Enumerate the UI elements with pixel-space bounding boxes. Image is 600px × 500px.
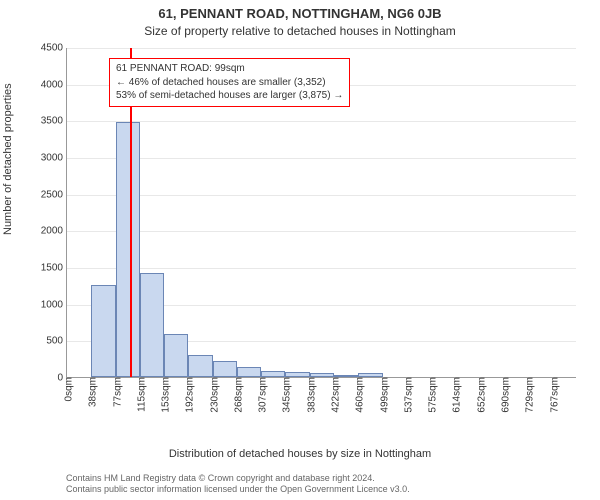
histogram-bar <box>213 361 237 377</box>
x-tick-label: 422sqm <box>327 377 342 413</box>
y-tick-label: 2500 <box>41 189 67 200</box>
x-tick-label: 192sqm <box>181 377 196 413</box>
y-tick-label: 4000 <box>41 79 67 90</box>
histogram-bar <box>140 273 164 377</box>
y-axis-label: Number of detached properties <box>2 83 14 235</box>
x-tick-label: 767sqm <box>545 377 560 413</box>
y-tick-label: 2000 <box>41 226 67 237</box>
histogram-bar <box>116 122 140 377</box>
footer-attribution: Contains HM Land Registry data © Crown c… <box>66 473 410 496</box>
x-axis-label: Distribution of detached houses by size … <box>0 448 600 460</box>
callout-box: 61 PENNANT ROAD: 99sqm ← 46% of detached… <box>109 58 350 107</box>
x-tick-label: 460sqm <box>351 377 366 413</box>
y-tick-label: 500 <box>46 336 67 347</box>
footer-line-2: Contains public sector information licen… <box>66 484 410 496</box>
x-tick-label: 690sqm <box>496 377 511 413</box>
x-tick-label: 115sqm <box>132 377 147 412</box>
callout-line-3: 53% of semi-detached houses are larger (… <box>116 89 343 103</box>
x-tick-label: 38sqm <box>84 377 99 407</box>
x-tick-label: 268sqm <box>229 377 244 413</box>
x-tick-label: 537sqm <box>399 377 414 413</box>
x-tick-label: 307sqm <box>254 377 269 413</box>
histogram-bar <box>164 334 188 377</box>
y-tick-label: 1500 <box>41 263 67 274</box>
page-subtitle: Size of property relative to detached ho… <box>0 24 600 38</box>
x-tick-label: 77sqm <box>108 377 123 407</box>
x-tick-label: 575sqm <box>424 377 439 413</box>
y-tick-label: 3500 <box>41 116 67 127</box>
histogram-bar <box>188 355 212 377</box>
histogram-bar <box>237 367 261 377</box>
y-tick-label: 4500 <box>41 43 67 54</box>
y-tick-label: 1000 <box>41 299 67 310</box>
x-tick-label: 230sqm <box>205 377 220 413</box>
x-tick-label: 614sqm <box>448 377 463 413</box>
page-title: 61, PENNANT ROAD, NOTTINGHAM, NG6 0JB <box>0 6 600 21</box>
histogram-plot: 0500100015002000250030003500400045000sqm… <box>66 48 576 378</box>
x-tick-label: 652sqm <box>472 377 487 413</box>
callout-line-2: ← 46% of detached houses are smaller (3,… <box>116 76 343 90</box>
x-tick-label: 0sqm <box>60 377 75 401</box>
x-tick-label: 499sqm <box>375 377 390 413</box>
histogram-bar <box>91 285 115 377</box>
x-tick-label: 383sqm <box>302 377 317 413</box>
footer-line-1: Contains HM Land Registry data © Crown c… <box>66 473 410 485</box>
callout-line-1: 61 PENNANT ROAD: 99sqm <box>116 62 343 76</box>
x-tick-label: 345sqm <box>278 377 293 413</box>
y-tick-label: 3000 <box>41 153 67 164</box>
x-tick-label: 729sqm <box>521 377 536 413</box>
x-tick-label: 153sqm <box>157 377 172 413</box>
